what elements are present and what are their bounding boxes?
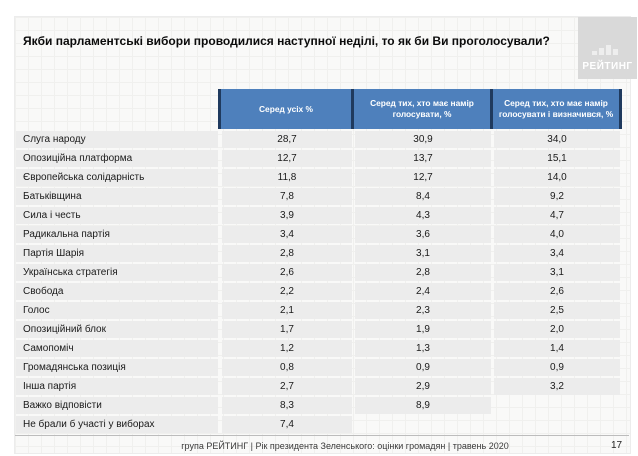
row-value: 3,2	[494, 378, 620, 395]
row-value: 7,8	[222, 188, 352, 205]
row-label: Європейська солідарність	[16, 169, 218, 186]
row-value: 2,7	[222, 378, 352, 395]
row-label: Громадянська позиція	[16, 359, 218, 376]
table-row: Опозиційна платформа 12,7 13,7 15,1	[16, 150, 620, 167]
row-value: 11,8	[222, 169, 352, 186]
header-divider	[351, 89, 354, 129]
row-label: Важко відповісти	[16, 397, 218, 414]
header-divider	[218, 89, 221, 129]
column-header-intend-to-vote: Серед тих, хто має намір голосувати, %	[354, 89, 490, 129]
row-value-empty	[494, 397, 620, 414]
table-row: Батьківщина 7,8 8,4 9,2	[16, 188, 620, 205]
row-value: 0,9	[494, 359, 620, 376]
row-label: Українська стратегія	[16, 264, 218, 281]
table-row: Європейська солідарність 11,8 12,7 14,0	[16, 169, 620, 186]
row-value: 1,7	[222, 321, 352, 338]
row-value: 28,7	[222, 131, 352, 148]
row-value: 2,6	[222, 264, 352, 281]
row-value: 3,4	[222, 226, 352, 243]
table-row: Опозиційний блок 1,7 1,9 2,0	[16, 321, 620, 338]
row-value: 8,9	[355, 397, 491, 414]
row-value: 2,2	[222, 283, 352, 300]
header-divider	[490, 89, 493, 129]
row-label: Опозиційний блок	[16, 321, 218, 338]
row-label: Самопоміч	[16, 340, 218, 357]
table-row: Не брали б участі у виборах 7,4	[16, 416, 620, 433]
row-label: Батьківщина	[16, 188, 218, 205]
table-row: Партія Шарія 2,8 3,1 3,4	[16, 245, 620, 262]
row-value: 3,9	[222, 207, 352, 224]
row-value: 4,3	[355, 207, 491, 224]
bar-chart-icon	[592, 45, 618, 55]
row-value: 13,7	[355, 150, 491, 167]
row-value: 2,3	[355, 302, 491, 319]
row-value: 4,7	[494, 207, 620, 224]
column-header-intend-and-decided: Серед тих, хто має намір голосувати і ви…	[493, 89, 619, 129]
row-value: 2,4	[355, 283, 491, 300]
row-value: 2,1	[222, 302, 352, 319]
row-value: 2,8	[355, 264, 491, 281]
row-value: 0,9	[355, 359, 491, 376]
table-row: Важко відповісти 8,3 8,9	[16, 397, 620, 414]
row-label: Радикальна партія	[16, 226, 218, 243]
page-number: 17	[611, 440, 623, 451]
row-value-empty	[494, 416, 620, 433]
row-value: 1,4	[494, 340, 620, 357]
row-value: 2,5	[494, 302, 620, 319]
column-header-among-all: Серед усіх %	[221, 89, 351, 129]
row-value: 30,9	[355, 131, 491, 148]
row-value: 8,4	[355, 188, 491, 205]
row-value: 3,4	[494, 245, 620, 262]
row-value: 4,0	[494, 226, 620, 243]
table-row: Українська стратегія 2,6 2,8 3,1	[16, 264, 620, 281]
row-value: 9,2	[494, 188, 620, 205]
table-row: Самопоміч 1,2 1,3 1,4	[16, 340, 620, 357]
rating-group-logo: РЕЙТИНГ	[578, 17, 637, 79]
row-value: 1,3	[355, 340, 491, 357]
row-value: 3,6	[355, 226, 491, 243]
row-label: Сила і честь	[16, 207, 218, 224]
row-value: 15,1	[494, 150, 620, 167]
row-value: 1,2	[222, 340, 352, 357]
row-value: 8,3	[222, 397, 352, 414]
row-value: 7,4	[222, 416, 352, 433]
row-value: 12,7	[222, 150, 352, 167]
row-value: 34,0	[494, 131, 620, 148]
row-label: Не брали б участі у виборах	[16, 416, 218, 433]
footer-divider	[15, 435, 629, 436]
slide: Якби парламентські вибори проводилися на…	[14, 16, 637, 454]
footer-source: група РЕЙТИНГ | Рік президента Зеленсько…	[181, 441, 509, 451]
table-row: Громадянська позиція 0,8 0,9 0,9	[16, 359, 620, 376]
header-divider	[619, 89, 622, 129]
table-row: Свобода 2,2 2,4 2,6	[16, 283, 620, 300]
row-value: 2,9	[355, 378, 491, 395]
row-value: 2,6	[494, 283, 620, 300]
table-body: Слуга народу 28,7 30,9 34,0 Опозиційна платф…	[16, 131, 620, 435]
row-label: Партія Шарія	[16, 245, 218, 262]
row-value: 2,0	[494, 321, 620, 338]
table-row: Інша партія 2,7 2,9 3,2	[16, 378, 620, 395]
table-row: Сила і честь 3,9 4,3 4,7	[16, 207, 620, 224]
row-label: Голос	[16, 302, 218, 319]
table-row: Голос 2,1 2,3 2,5	[16, 302, 620, 319]
row-value: 0,8	[222, 359, 352, 376]
row-value: 12,7	[355, 169, 491, 186]
row-value: 3,1	[494, 264, 620, 281]
table-row: Слуга народу 28,7 30,9 34,0	[16, 131, 620, 148]
row-label: Інша партія	[16, 378, 218, 395]
row-value-empty	[355, 416, 491, 433]
table-row: Радикальна партія 3,4 3,6 4,0	[16, 226, 620, 243]
row-value: 14,0	[494, 169, 620, 186]
table-header: Серед усіх % Серед тих, хто має намір го…	[218, 89, 622, 129]
page-title: Якби парламентські вибори проводилися на…	[23, 34, 550, 48]
row-label: Слуга народу	[16, 131, 218, 148]
logo-text: РЕЙТИНГ	[582, 61, 633, 72]
row-value: 3,1	[355, 245, 491, 262]
row-value: 2,8	[222, 245, 352, 262]
row-label: Опозиційна платформа	[16, 150, 218, 167]
row-value: 1,9	[355, 321, 491, 338]
row-label: Свобода	[16, 283, 218, 300]
